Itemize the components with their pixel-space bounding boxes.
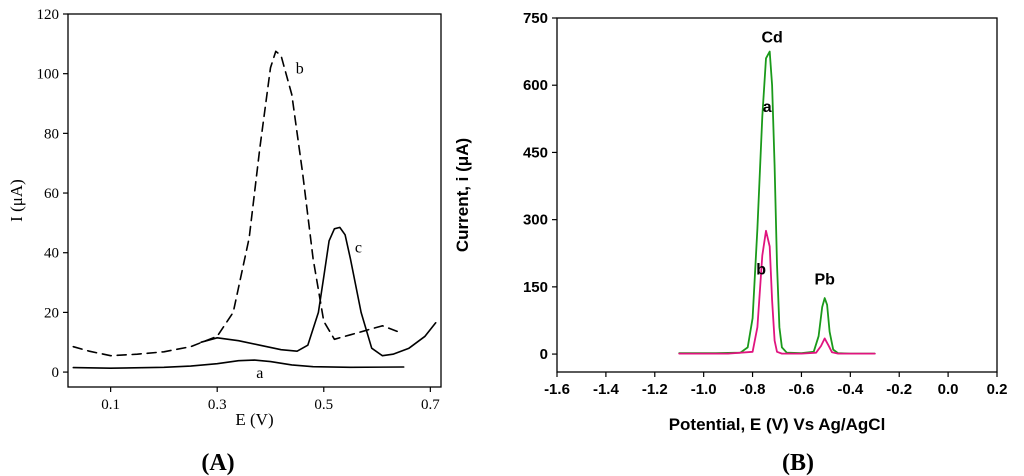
panel-b-x-tick-label: -1.4: [593, 381, 620, 398]
panel-b-x-tick-label: -0.4: [837, 381, 864, 398]
panel-b-x-tick-label: -1.2: [642, 381, 668, 398]
panel-a-series-c-label: c: [355, 240, 362, 257]
panel-a-series-b-label: b: [296, 61, 304, 78]
panel-a-y-tick-label: 40: [44, 246, 59, 262]
chart-panel-b: -1.6 -1.4 -1.2 -1.0 -0.8 -0.6 -0.4 -0.2 0.0 0.2 0 1…: [453, 10, 1007, 434]
panel-a-x-tick-label: 0.3: [208, 397, 227, 413]
panel-b-caption: (B): [782, 450, 814, 476]
panel-a-y-tick-label: 100: [37, 67, 60, 83]
panel-b-series-b-label: b: [756, 261, 766, 278]
panel-a-series-b-line: [72, 50, 400, 357]
panel-b-x-tick-label: 0.0: [938, 381, 959, 398]
panel-b-x-tick-label: -0.6: [789, 381, 815, 398]
panel-a-y-tick-label: 0: [52, 365, 60, 381]
panel-b-plot-frame: [556, 17, 998, 373]
panel-a-x-axis-label: E (V): [235, 410, 273, 429]
panel-a-y-tick-label: 120: [37, 7, 60, 23]
panel-b-y-tick-label: 600: [523, 77, 548, 94]
panel-b-y-tick-label: 300: [523, 212, 548, 229]
panel-a-x-tick-label: 0.5: [314, 397, 333, 413]
panel-b-x-tick-label: -0.2: [886, 381, 912, 398]
panel-b-x-tick-label: -0.8: [740, 381, 766, 398]
panel-b-peak-annotation: Cd: [761, 30, 782, 47]
panel-a-x-tick-label: 0.7: [421, 397, 440, 413]
panel-b-peak-annotation: Pb: [814, 272, 835, 289]
panel-a-y-tick-label: 60: [44, 186, 59, 202]
panel-b-x-axis-label: Potential, E (V) Vs Ag/AgCl: [669, 415, 886, 434]
panel-b-y-tick-label: 750: [523, 10, 548, 27]
panel-b-series-b-line: [678, 229, 876, 355]
panel-a-plot-frame: [67, 13, 442, 388]
panel-a-y-tick-label: 20: [44, 305, 59, 321]
panel-a-y-tick-label: 80: [44, 126, 59, 142]
panel-a-series-a-label: a: [256, 365, 263, 382]
panel-a-series-a-line: [72, 359, 405, 369]
panel-b-y-tick-label: 0: [540, 346, 548, 363]
panel-a-series-c-line: [200, 226, 437, 357]
panel-b-y-tick-label: 450: [523, 144, 548, 161]
panel-b-x-tick-label: -1.6: [544, 381, 570, 398]
panel-a-y-axis-label: I (μA): [7, 179, 26, 222]
panel-a-x-tick-label: 0.1: [101, 397, 120, 413]
panel-a-caption: (A): [201, 450, 234, 476]
panel-b-x-tick-label: -1.0: [691, 381, 717, 398]
panel-b-x-tick-label: 0.2: [987, 381, 1008, 398]
chart-panel-a: 0.1 0.3 0.5 0.7 0 20 40 60 80 100 120 E (V) I (μA) a b…: [7, 7, 442, 429]
panel-b-series-a-label: a: [763, 99, 772, 116]
panel-b-y-axis-label: Current, i (μA): [453, 138, 472, 252]
panel-b-series-a-line: [678, 50, 876, 355]
panel-b-y-tick-label: 150: [523, 279, 548, 296]
